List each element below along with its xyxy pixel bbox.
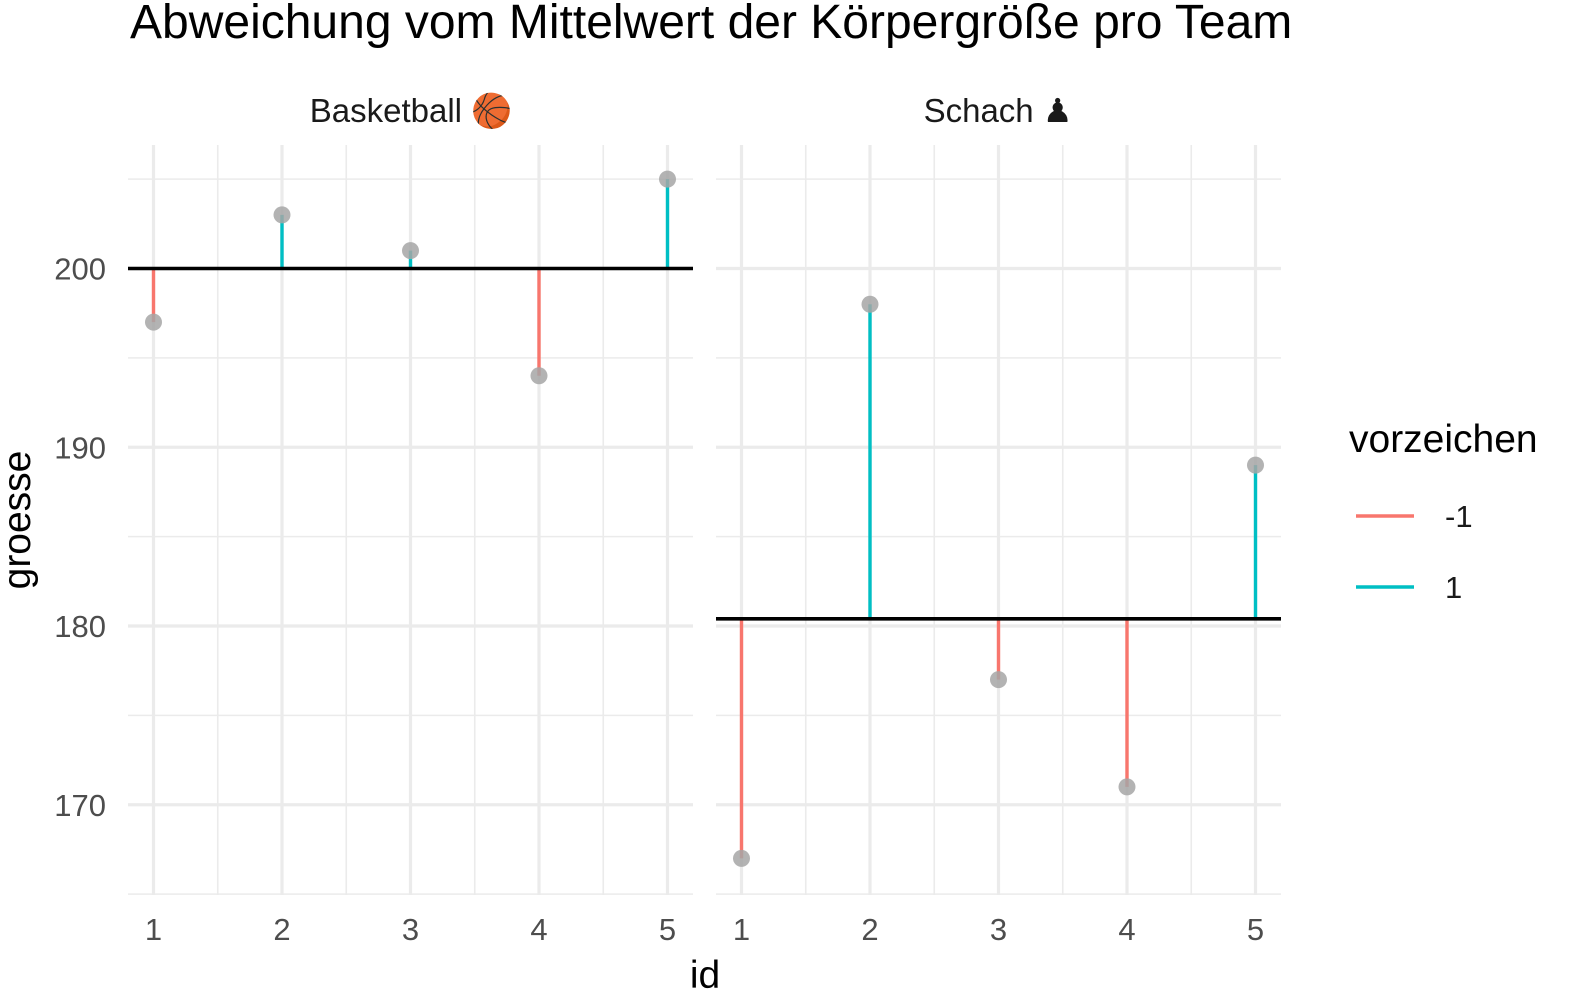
point-id-5 <box>659 170 676 188</box>
y-tick-label: 200 <box>54 252 106 287</box>
legend: vorzeichen -1 1 <box>1349 418 1538 605</box>
y-tick-label: 170 <box>54 788 106 823</box>
y-axis-ticks: 170 180 190 200 <box>54 252 106 823</box>
x-tick-label: 2 <box>861 912 878 947</box>
point-id-4 <box>530 367 548 385</box>
panel-basketball: Basketball 🏀 1 2 3 4 5 <box>128 89 693 947</box>
x-tick-label: 3 <box>990 912 1007 947</box>
y-tick-label: 180 <box>54 609 106 644</box>
chart-title: Abweichung vom Mittelwert der Körpergröß… <box>130 0 1292 49</box>
point-id-1 <box>145 313 162 331</box>
legend-entries: -1 1 <box>1356 499 1473 605</box>
point-id-2 <box>273 206 291 224</box>
strip-label-schach: Schach ♟ <box>924 92 1073 129</box>
y-tick-label: 190 <box>54 430 106 465</box>
strip-label-basketball: Basketball 🏀 <box>310 89 513 132</box>
panel-schach: Schach ♟ 1 2 3 4 5 <box>716 92 1281 947</box>
legend-label: 1 <box>1445 570 1462 605</box>
point-id-2 <box>861 295 879 313</box>
x-tick-label: 1 <box>733 912 750 947</box>
panel-schach-grid <box>716 145 1281 895</box>
x-tick-label: 1 <box>145 912 162 947</box>
point-id-3 <box>990 671 1007 689</box>
x-tick-label: 4 <box>530 912 547 947</box>
y-axis-title: groesse <box>0 451 39 590</box>
x-tick-label: 3 <box>402 912 419 947</box>
x-tick-label: 2 <box>273 912 290 947</box>
point-id-4 <box>1118 778 1136 796</box>
x-tick-label: 4 <box>1118 912 1135 947</box>
x-tick-label: 5 <box>1247 912 1264 947</box>
point-id-3 <box>402 242 419 260</box>
panel-schach-x-ticks: 1 2 3 4 5 <box>733 912 1264 947</box>
panel-basketball-marks <box>128 170 693 385</box>
panel-schach-marks <box>716 295 1281 867</box>
panel-basketball-x-ticks: 1 2 3 4 5 <box>145 912 676 947</box>
legend-title: vorzeichen <box>1349 418 1538 461</box>
point-id-1 <box>733 849 750 867</box>
point-id-5 <box>1247 456 1264 474</box>
legend-label: -1 <box>1445 499 1473 534</box>
x-axis-title: id <box>690 954 720 995</box>
x-tick-label: 5 <box>659 912 676 947</box>
